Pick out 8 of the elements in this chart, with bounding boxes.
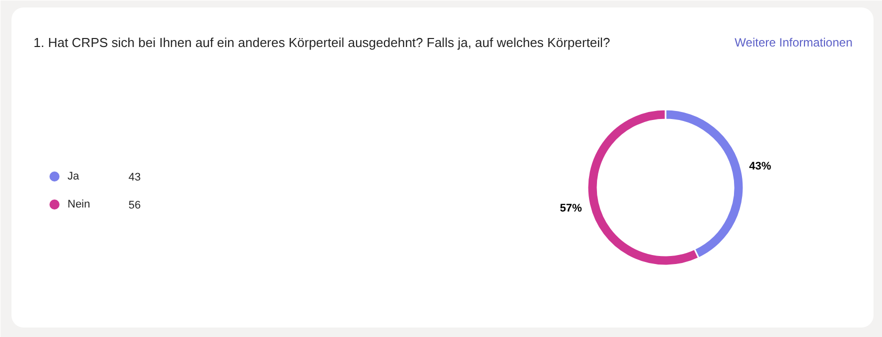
text: 43 bbox=[128, 172, 141, 184]
chart-title: 1. Hat CRPS sich bei Ihnen auf ein anderes Körperteil ausgedehnt? Falls ja, auf welches Körperteil? bbox=[34, 35, 610, 50]
data-label: 57% bbox=[560, 202, 582, 215]
text: 56 bbox=[128, 200, 141, 212]
legend-label: Nein bbox=[68, 198, 90, 210]
data-label: 43% bbox=[749, 160, 772, 172]
text: Weitere Informationen bbox=[734, 36, 853, 50]
legend-label: Ja bbox=[68, 170, 80, 182]
